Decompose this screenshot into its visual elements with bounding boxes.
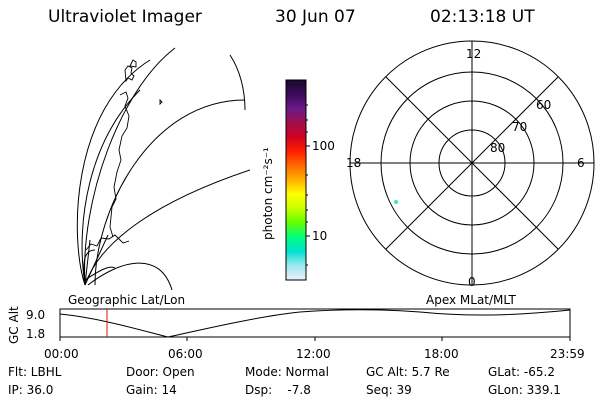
mlt-label-18: 18 [346, 156, 362, 170]
altitude-ytick-low: 1.8 [26, 327, 46, 341]
colorbar-unit-label: photon cm⁻²s⁻¹ [261, 147, 275, 240]
info-glon: GLon: 339.1 [488, 383, 561, 397]
colorbar [285, 79, 310, 281]
lat-label-70: 70 [512, 120, 528, 134]
altitude-strip [59, 308, 571, 341]
mlt-label-12: 12 [466, 47, 482, 61]
info-glat: GLat: -65.2 [488, 365, 555, 379]
info-door: Door: Open [126, 365, 195, 379]
info-seq: Seq: 39 [366, 383, 412, 397]
polar-plot [349, 40, 595, 286]
date-label: 30 Jun 07 [275, 7, 356, 27]
altitude-ytick-high: 9.0 [26, 308, 46, 322]
colorbar-rect [285, 79, 307, 281]
x-tick-1200: 12:00 [296, 347, 331, 361]
mlt-label-0: 0 [468, 275, 476, 289]
altitude-curve [59, 309, 571, 338]
altitude-frame [59, 308, 571, 338]
aurora-spot [394, 200, 398, 204]
info-dsp: Dsp: -7.8 [245, 383, 311, 397]
x-tick-0000: 00:00 [44, 347, 79, 361]
polar-diag-2 [385, 76, 559, 250]
x-tick-0600: 06:00 [168, 347, 203, 361]
info-ip: IP: 36.0 [8, 383, 54, 397]
altitude-ylabel: GC Alt [7, 306, 21, 344]
colorbar-tick-label-10: 10 [312, 229, 328, 243]
x-tick-2359: 23:59 [550, 347, 585, 361]
info-gain: Gain: 14 [126, 383, 177, 397]
lat-label-60: 60 [536, 98, 552, 112]
colorbar-tick-label-100: 100 [312, 139, 335, 153]
info-filter: Flt: LBHL [8, 365, 62, 379]
x-tick-1800: 18:00 [424, 347, 459, 361]
lat-label-80: 80 [490, 141, 506, 155]
time-label: 02:13:18 UT [430, 7, 535, 27]
instrument-title: Ultraviolet Imager [48, 7, 202, 27]
mlt-label-6: 6 [577, 156, 585, 170]
geographic-map [76, 47, 250, 290]
right-panel-caption: Apex MLat/MLT [426, 293, 516, 307]
left-panel-caption: Geographic Lat/Lon [68, 293, 186, 307]
info-mode: Mode: Normal [245, 365, 329, 379]
info-gc-alt: GC Alt: 5.7 Re [366, 365, 450, 379]
